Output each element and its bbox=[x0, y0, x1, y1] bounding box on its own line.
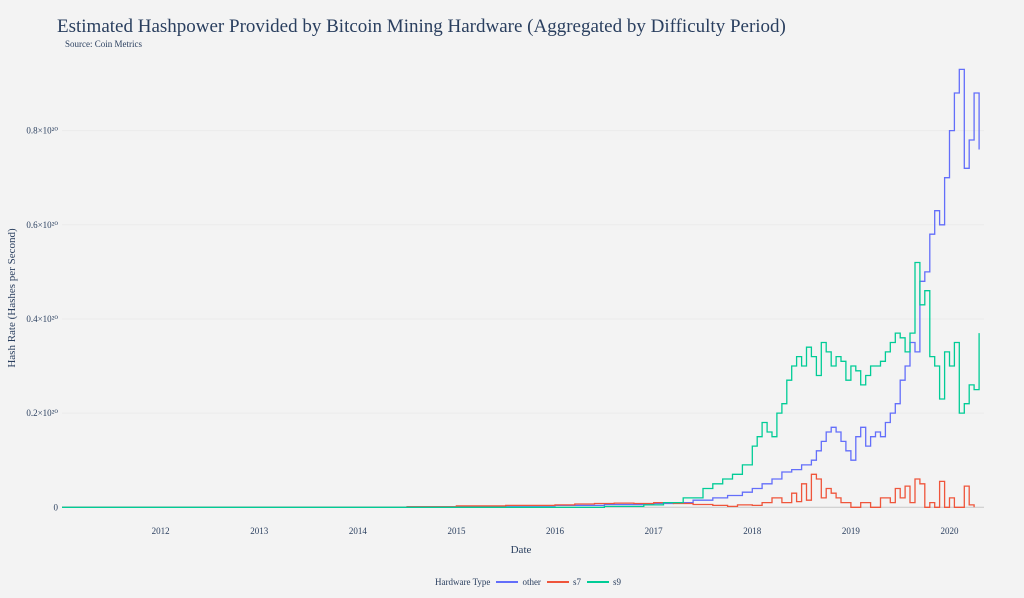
x-tick-label: 2016 bbox=[546, 526, 565, 536]
y-tick-label: 0.6×10²⁰ bbox=[26, 220, 58, 230]
x-tick-label: 2014 bbox=[349, 526, 368, 536]
legend-item-s7[interactable]: s7 bbox=[546, 577, 581, 587]
y-tick-label: 0.8×10²⁰ bbox=[26, 126, 58, 136]
legend-item-s9[interactable]: s9 bbox=[586, 577, 621, 587]
x-tick-label: 2015 bbox=[447, 526, 466, 536]
y-tick-label: 0.4×10²⁰ bbox=[26, 314, 58, 324]
legend-swatch-s7 bbox=[546, 581, 569, 583]
x-tick-label: 2017 bbox=[645, 526, 664, 536]
y-tick-label: 0.2×10²⁰ bbox=[26, 408, 58, 418]
x-tick-label: 2012 bbox=[152, 526, 170, 536]
series-line-s9 bbox=[62, 261, 980, 508]
x-tick-label: 2019 bbox=[842, 526, 861, 536]
legend-swatch-s9 bbox=[586, 581, 609, 583]
legend-swatch-other bbox=[496, 581, 519, 583]
x-axis-label: Date bbox=[510, 544, 532, 556]
x-tick-label: 2020 bbox=[940, 526, 959, 536]
series-line-s7 bbox=[62, 473, 975, 508]
legend-title: Hardware Type bbox=[435, 577, 491, 587]
series-line-other bbox=[62, 68, 980, 508]
legend-label-other: other bbox=[522, 577, 541, 587]
legend-item-other[interactable]: other bbox=[496, 577, 541, 587]
legend-label-s7: s7 bbox=[572, 577, 581, 587]
legend: Hardware Type other s7 s9 bbox=[435, 577, 621, 587]
legend-label-s9: s9 bbox=[612, 577, 621, 587]
x-tick-label: 2018 bbox=[743, 526, 762, 536]
y-tick-label: 0 bbox=[54, 502, 59, 512]
chart-subtitle: Source: Coin Metrics bbox=[65, 39, 142, 49]
x-tick-label: 2013 bbox=[250, 526, 269, 536]
chart-title: Estimated Hashpower Provided by Bitcoin … bbox=[57, 16, 786, 37]
